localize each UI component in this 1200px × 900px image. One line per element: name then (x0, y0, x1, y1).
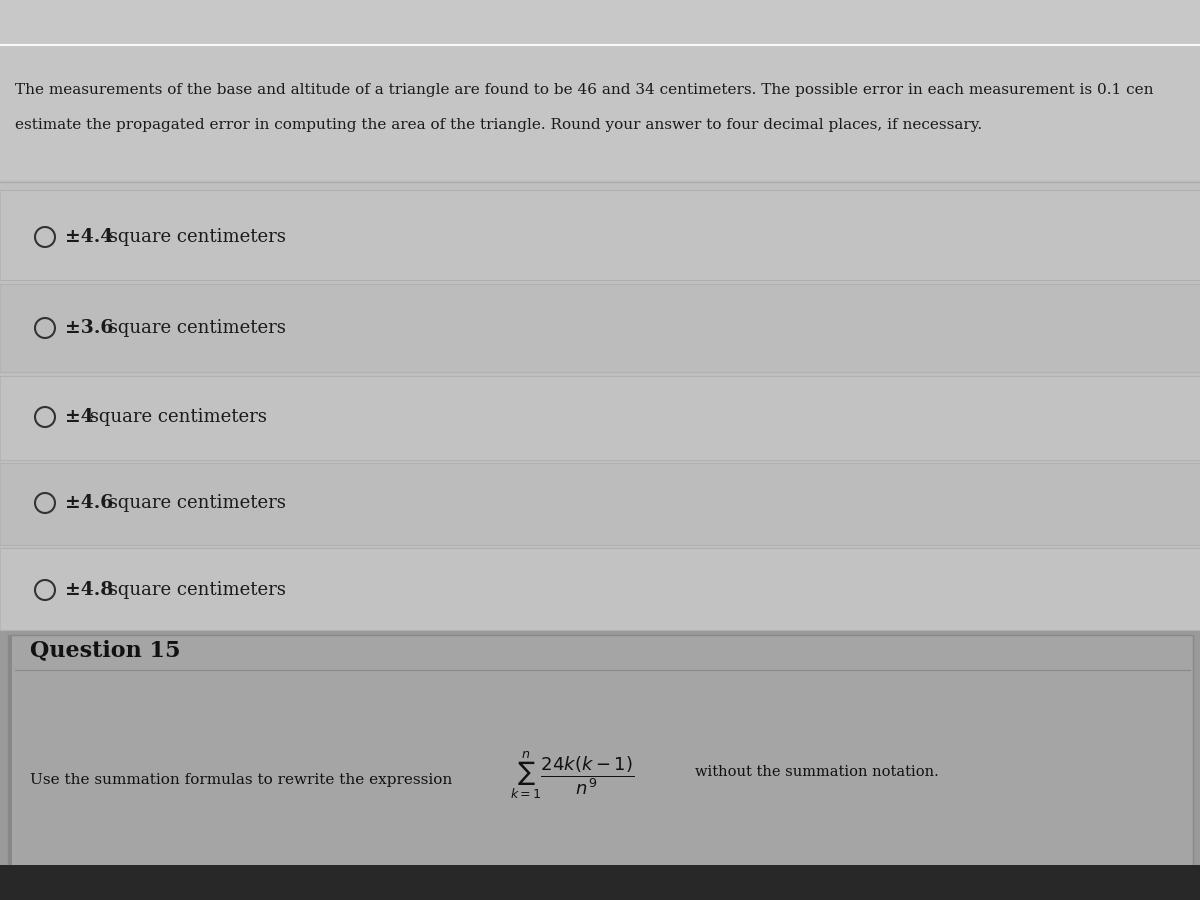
Text: ±4: ±4 (65, 408, 94, 426)
Text: square centimeters: square centimeters (103, 228, 286, 246)
Bar (0, 463, 1200, 545)
Bar (0, 892, 1200, 900)
Text: ±4.6: ±4.6 (65, 494, 113, 512)
Bar (0, 630, 1200, 900)
Bar (0, 45, 1200, 760)
Text: without the summation notation.: without the summation notation. (695, 765, 938, 779)
Bar (8, 635, 1193, 895)
Bar (0, 190, 1200, 280)
Bar (0, 548, 1200, 630)
Text: square centimeters: square centimeters (103, 319, 286, 337)
Bar (0, 376, 1200, 460)
Text: estimate the propagated error in computing the area of the triangle. Round your : estimate the propagated error in computi… (14, 118, 982, 132)
Text: Use the summation formulas to rewrite the expression: Use the summation formulas to rewrite th… (30, 773, 452, 787)
Text: The measurements of the base and altitude of a triangle are found to be 46 and 3: The measurements of the base and altitud… (14, 83, 1153, 97)
Text: Question 15: Question 15 (30, 639, 180, 661)
Bar (0, 45, 1200, 180)
Text: square centimeters: square centimeters (103, 494, 286, 512)
Text: ±3.6: ±3.6 (65, 319, 113, 337)
Text: square centimeters: square centimeters (103, 581, 286, 599)
Text: $\sum_{k=1}^{n} \dfrac{24k(k-1)}{n^9}$: $\sum_{k=1}^{n} \dfrac{24k(k-1)}{n^9}$ (510, 749, 634, 801)
Text: square centimeters: square centimeters (84, 408, 266, 426)
Text: ±4.8: ±4.8 (65, 581, 113, 599)
Bar (0, 0, 1200, 45)
Bar (8, 635, 12, 895)
Bar (0, 865, 1200, 900)
Text: ±4.4: ±4.4 (65, 228, 113, 246)
Bar (0, 284, 1200, 372)
